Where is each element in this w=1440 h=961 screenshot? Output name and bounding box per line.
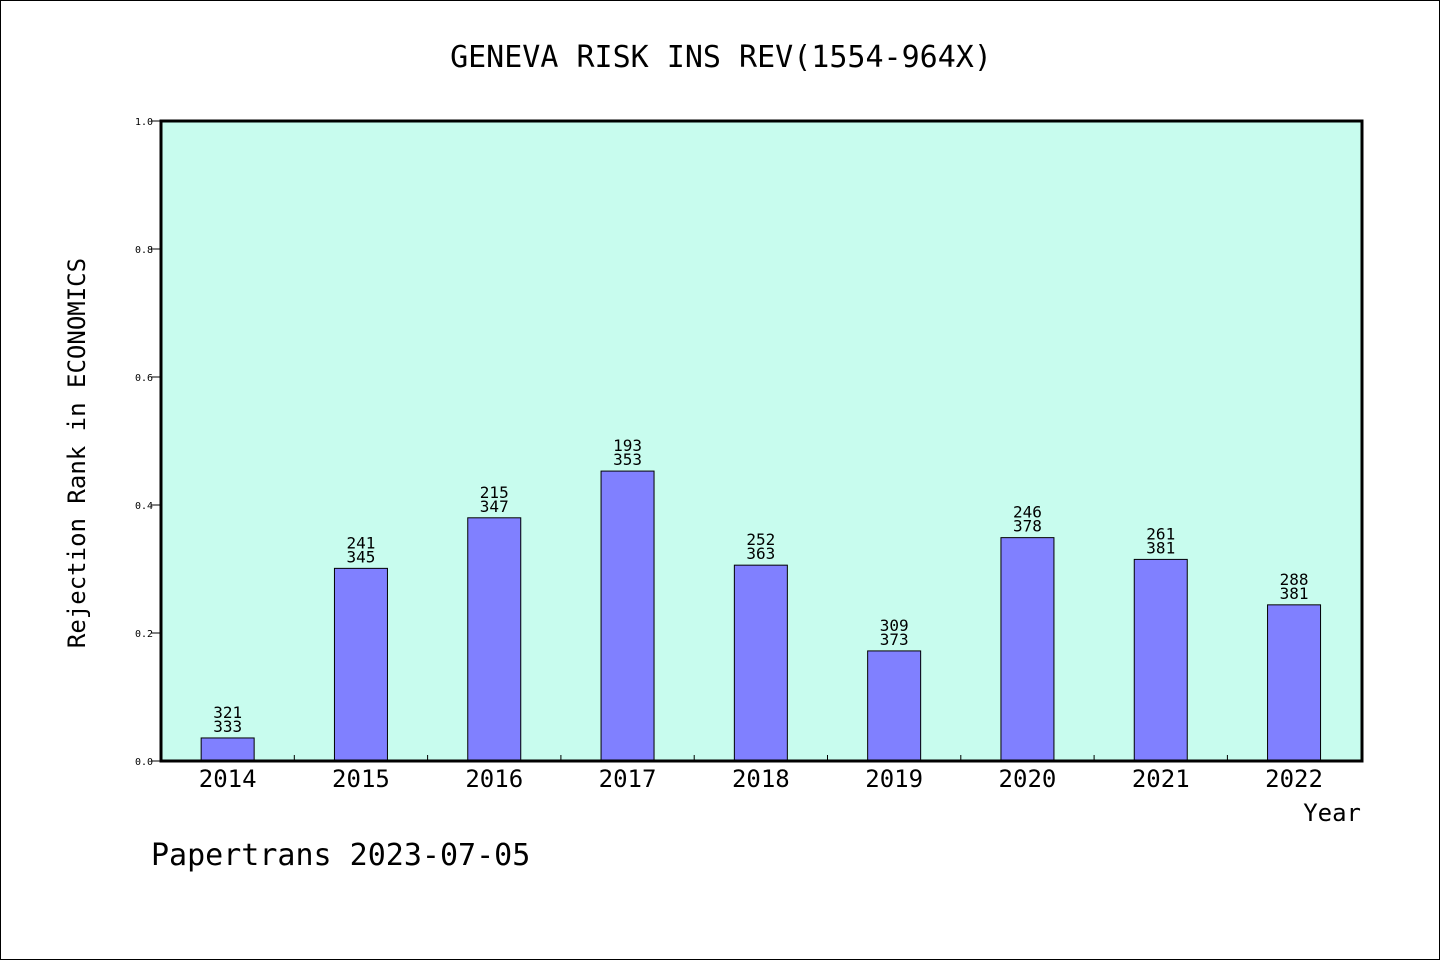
x-tick-label: 2014	[199, 765, 257, 793]
bar-2015	[333, 567, 388, 762]
data-label-bottom: 353	[613, 450, 642, 469]
x-tick-label: 2017	[599, 765, 657, 793]
data-label-top: 288	[1280, 570, 1309, 589]
y-tick-label: 0.0	[135, 757, 153, 768]
data-label-top: 321	[213, 703, 242, 722]
data-labels: 3213332413452153471933532523633093732463…	[213, 436, 1308, 736]
data-label-top: 252	[746, 530, 775, 549]
x-tick-label: 2020	[999, 765, 1057, 793]
y-axis: 0.0 0.2 0.4 0.6 0.8 1.0	[135, 117, 161, 768]
data-label-bottom: 363	[746, 544, 775, 563]
x-tick-label: 2015	[332, 765, 390, 793]
data-label-bottom: 378	[1013, 517, 1042, 536]
y-axis-label: Rejection Rank in ECONOMICS	[63, 258, 91, 648]
bar-2020	[1000, 537, 1055, 762]
data-label-bottom: 381	[1146, 538, 1175, 557]
data-label-top: 309	[880, 616, 909, 635]
x-tick-label: 2021	[1132, 765, 1190, 793]
chart-title: GENEVA RISK INS REV(1554-964X)	[450, 40, 992, 75]
bar-2014	[200, 737, 255, 762]
bars	[200, 470, 1322, 762]
y-tick-label: 1.0	[135, 117, 153, 128]
y-tick-label: 0.8	[135, 245, 153, 256]
data-label-bottom: 345	[346, 547, 375, 566]
bar-2019	[867, 650, 922, 762]
data-label-top: 261	[1146, 524, 1175, 543]
x-tick-label: 2018	[732, 765, 790, 793]
data-label-bottom: 381	[1280, 584, 1309, 603]
plot-border	[159, 119, 1364, 763]
data-label-top: 246	[1013, 503, 1042, 522]
x-axis-label: Year	[1303, 799, 1361, 827]
data-label-bottom: 373	[880, 630, 909, 649]
x-tick-label: 2022	[1265, 765, 1323, 793]
x-axis: 2014 2015 2016 2017 2018 2019 2020 2021 2022	[199, 755, 1323, 793]
x-tick-label: 2016	[465, 765, 523, 793]
bar-2018	[733, 564, 788, 762]
y-tick-label: 0.6	[135, 373, 153, 384]
data-label-bottom: 333	[213, 717, 242, 736]
data-label-top: 215	[480, 483, 509, 502]
bar-2021	[1133, 558, 1188, 762]
data-label-top: 193	[613, 436, 642, 455]
data-label-bottom: 347	[480, 497, 509, 516]
bar-2016	[467, 517, 522, 762]
footer-text: Papertrans 2023-07-05	[151, 838, 530, 873]
y-tick-label: 0.4	[135, 501, 153, 512]
bar-2017	[600, 470, 655, 762]
x-tick-label: 2019	[865, 765, 923, 793]
data-label-top: 241	[346, 533, 375, 552]
bar-2022	[1267, 604, 1322, 762]
y-tick-label: 0.2	[135, 629, 153, 640]
